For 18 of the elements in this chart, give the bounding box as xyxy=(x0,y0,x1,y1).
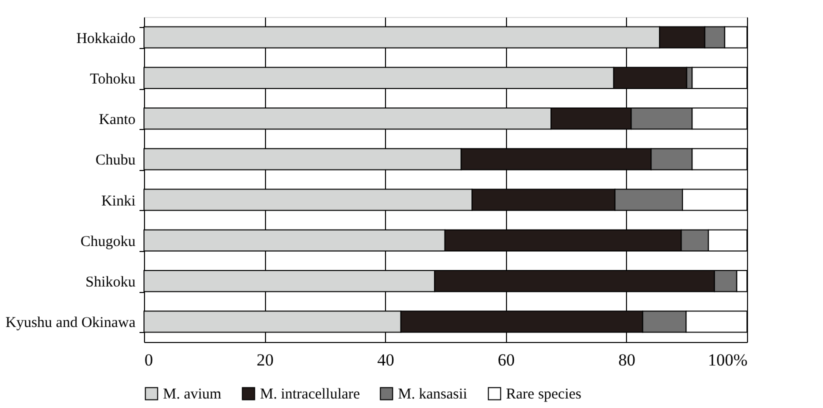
x-tick-label: 80 xyxy=(618,350,636,370)
y-tick-label: Tohoku xyxy=(90,71,136,88)
legend-label: M. intracellulare xyxy=(260,386,360,403)
y-tick-label: Chubu xyxy=(95,152,136,169)
x-tick-label: 100% xyxy=(708,350,748,370)
x-tick-label: 60 xyxy=(498,350,515,370)
y-tick-label: Kinki xyxy=(101,193,136,210)
legend-label: Rare species xyxy=(506,386,582,403)
x-tick-label: 0 xyxy=(144,350,153,370)
legend-label: M. kansasii xyxy=(398,386,468,403)
x-tick-label: 40 xyxy=(377,350,394,370)
y-tick-label: Kanto xyxy=(98,112,136,128)
y-tick-label: Hokkaido xyxy=(76,30,136,47)
legend-label: M. avium xyxy=(163,386,222,403)
y-tick-label: Chugoku xyxy=(80,234,136,250)
y-tick-label: Shikoku xyxy=(85,274,136,291)
x-tick-label: 20 xyxy=(256,350,274,370)
y-tick-label: Kyushu and Okinawa xyxy=(6,315,136,332)
